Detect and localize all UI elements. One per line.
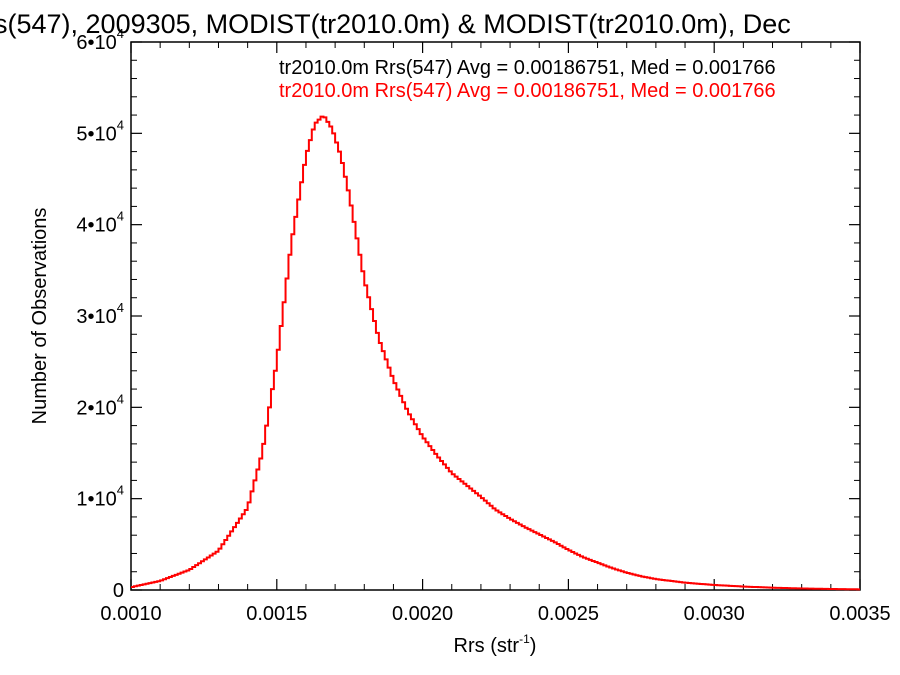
- y-tick-labels: 0 1•104 2•104 3•104 4•104 5•104 6•104: [76, 26, 124, 602]
- x-axis-label-main: Rrs (str: [454, 635, 520, 657]
- x-tick-label: 0.0015: [246, 603, 307, 625]
- x-tick-label: 0.0030: [684, 603, 745, 625]
- x-tick-label: 0.0025: [538, 603, 599, 625]
- x-axis-label-tail: ): [530, 635, 537, 657]
- x-tick-labels: 0.0010 0.0015 0.0020 0.0025 0.0030 0.0035: [100, 603, 890, 625]
- stats-annotation-red: tr2010.0m Rrs(547) Avg = 0.00186751, Med…: [279, 80, 776, 102]
- x-tick-label: 0.0020: [392, 603, 453, 625]
- stats-annotation-black: tr2010.0m Rrs(547) Avg = 0.00186751, Med…: [279, 57, 776, 79]
- histogram-series-line: [131, 115, 860, 591]
- y-tick-label: 2•104: [76, 391, 124, 419]
- axis-ticks: [130, 41, 861, 591]
- y-tick-label: 3•104: [76, 300, 124, 328]
- x-tick-label: 0.0010: [100, 603, 161, 625]
- y-tick-label: 1•104: [76, 483, 124, 511]
- y-axis-label: Number of Observations: [29, 208, 51, 425]
- y-tick-label: 5•104: [76, 117, 124, 145]
- chart-title: s(547), 2009305, MODIST(tr2010.0m) & MOD…: [0, 9, 791, 39]
- y-tick-label: 4•104: [76, 209, 124, 237]
- y-tick-label: 0: [113, 580, 124, 602]
- x-axis-label-exponent: -1: [519, 632, 530, 646]
- x-tick-label: 0.0035: [829, 603, 890, 625]
- y-tick-label: 6•104: [76, 26, 124, 54]
- x-axis-label: Rrs (str-1): [454, 632, 537, 657]
